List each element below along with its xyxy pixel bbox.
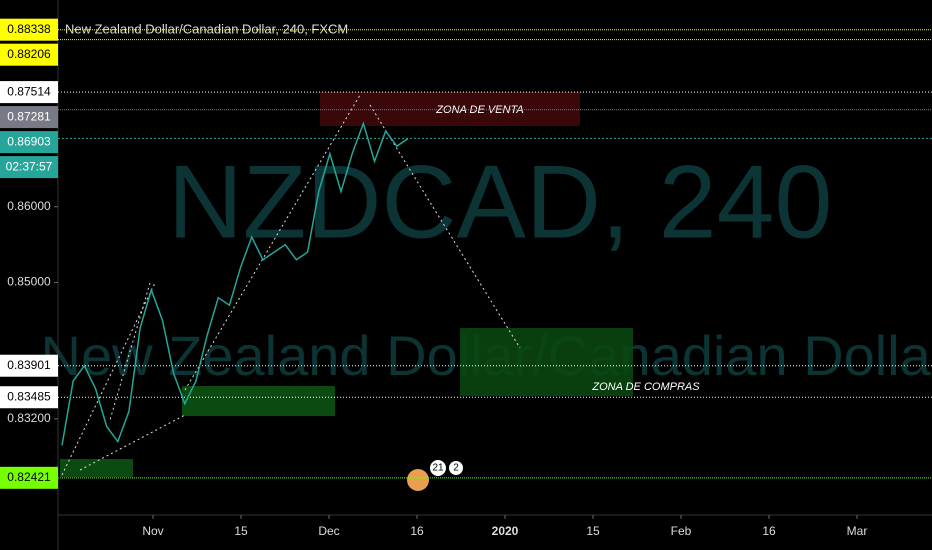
- support-zone: [182, 386, 335, 416]
- x-tick-label: Mar: [847, 524, 868, 538]
- sell-zone: [320, 92, 580, 126]
- price-label: 0.87281: [7, 109, 51, 123]
- countdown-box: [0, 156, 58, 179]
- x-tick-label: Dec: [318, 524, 339, 538]
- price-label-box: [0, 106, 58, 129]
- price-label-box: [0, 81, 58, 104]
- price-label-box: [0, 43, 58, 66]
- annotation: ZONA DE COMPRAS: [591, 381, 700, 393]
- price-label: 0.87514: [7, 84, 51, 98]
- y-tick-label: 0.85000: [7, 275, 51, 289]
- x-tick-label: Nov: [142, 524, 163, 538]
- price-label: 0.82421: [7, 470, 51, 484]
- price-label-box: [0, 466, 58, 489]
- price-line: [61, 121, 409, 446]
- annotation: ZONA DE VENTA: [435, 104, 523, 116]
- price-label-box: [0, 18, 58, 41]
- x-tick-label: 15: [234, 524, 248, 538]
- x-tick-label: 2020: [492, 524, 519, 538]
- price-label: 0.88338: [7, 22, 51, 36]
- watermark: NZDCAD, 240: [168, 144, 833, 260]
- price-label: 0.83901: [7, 358, 51, 372]
- y-tick-label: 0.86000: [7, 199, 51, 213]
- x-tick-label: 15: [586, 524, 600, 538]
- badge[interactable]: [430, 460, 446, 476]
- support-zone: [60, 459, 133, 477]
- buy-zone: [460, 328, 633, 396]
- price-label-box: [0, 386, 58, 409]
- x-tick-label: 16: [410, 524, 424, 538]
- price-label: 0.86903: [7, 134, 51, 148]
- trend-lines: [61, 94, 521, 476]
- event-icon[interactable]: [407, 469, 429, 491]
- x-tick-label: 16: [762, 524, 776, 538]
- countdown: 02:37:57: [6, 159, 53, 173]
- badge[interactable]: [449, 461, 463, 475]
- price-label-box: [0, 354, 58, 377]
- badge-label: 2: [453, 463, 459, 474]
- badge-label: 21: [432, 463, 444, 474]
- x-tick-label: Feb: [671, 524, 692, 538]
- chart-title: New Zealand Dollar/Canadian Dollar, 240,…: [65, 21, 348, 36]
- price-label: 0.83485: [7, 389, 51, 403]
- y-tick-label: 0.83200: [7, 411, 51, 425]
- price-label: 0.88206: [7, 47, 51, 61]
- price-label-box: [0, 131, 58, 154]
